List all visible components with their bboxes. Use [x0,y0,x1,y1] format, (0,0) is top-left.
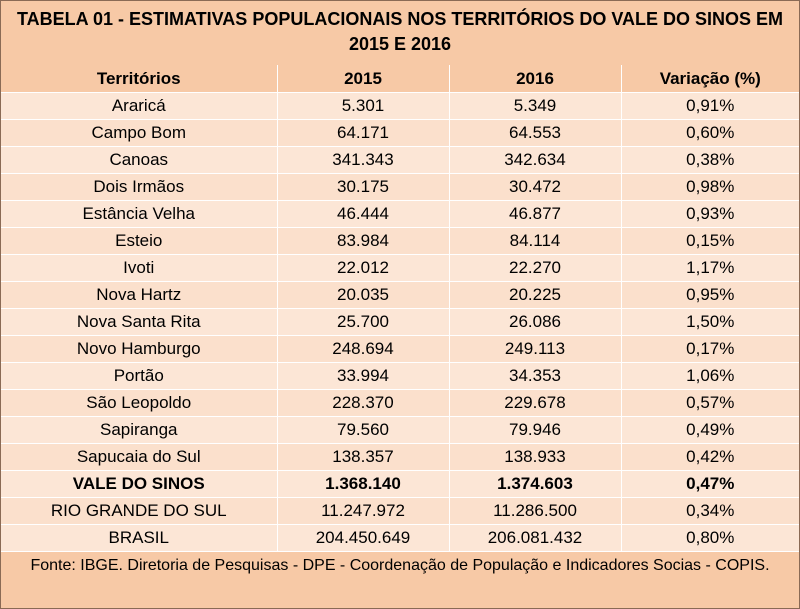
cell-territory: Araricá [1,92,278,120]
cell-territory: BRASIL [1,524,278,552]
column-header-variacao: Variação (%) [621,65,799,93]
table-row: Ivoti 22.012 22.270 1,17% [1,254,799,282]
cell-territory: Campo Bom [1,119,278,147]
cell-variation: 0,95% [621,281,799,309]
table-row: Nova Hartz 20.035 20.225 0,95% [1,281,799,309]
cell-2015: 228.370 [277,389,450,417]
cell-variation: 0,80% [621,524,799,552]
cell-2016: 138.933 [449,443,622,471]
cell-territory: Esteio [1,227,278,255]
cell-variation: 0,93% [621,200,799,228]
cell-variation: 0,38% [621,146,799,174]
cell-territory: Novo Hamburgo [1,335,278,363]
cell-2016: 26.086 [449,308,622,336]
cell-territory: Portão [1,362,278,390]
cell-territory: São Leopoldo [1,389,278,417]
cell-2015: 1.368.140 [277,470,450,498]
cell-variation: 0,49% [621,416,799,444]
cell-2015: 25.700 [277,308,450,336]
cell-2015: 64.171 [277,119,450,147]
column-header-2016: 2016 [449,65,622,93]
cell-territory: Canoas [1,146,278,174]
table-row: Campo Bom 64.171 64.553 0,60% [1,119,799,147]
cell-2016: 249.113 [449,335,622,363]
cell-2016: 34.353 [449,362,622,390]
cell-variation: 0,15% [621,227,799,255]
column-header-territorios: Territórios [1,65,278,93]
cell-2015: 46.444 [277,200,450,228]
cell-2015: 83.984 [277,227,450,255]
cell-variation: 1,17% [621,254,799,282]
cell-territory: Sapucaia do Sul [1,443,278,471]
table-row: Portão 33.994 34.353 1,06% [1,362,799,390]
table-row: Sapiranga 79.560 79.946 0,49% [1,416,799,444]
cell-2015: 11.247.972 [277,497,450,525]
table-row: Estância Velha 46.444 46.877 0,93% [1,200,799,228]
cell-2015: 20.035 [277,281,450,309]
cell-territory: Dois Irmãos [1,173,278,201]
cell-territory: Sapiranga [1,416,278,444]
cell-2016: 22.270 [449,254,622,282]
cell-2016: 20.225 [449,281,622,309]
table-row: Novo Hamburgo 248.694 249.113 0,17% [1,335,799,363]
table-row: BRASIL 204.450.649 206.081.432 0,80% [1,524,799,552]
table-row: Esteio 83.984 84.114 0,15% [1,227,799,255]
cell-variation: 0,47% [621,470,799,498]
cell-variation: 0,17% [621,335,799,363]
population-table: Territórios 2015 2016 Variação (%) Arari… [1,65,799,552]
cell-territory: VALE DO SINOS [1,470,278,498]
table-title: TABELA 01 - ESTIMATIVAS POPULACIONAIS NO… [1,1,799,65]
table-body: Araricá 5.301 5.349 0,91% Campo Bom 64.171 64.… [1,92,799,552]
source-footnote: Fonte: IBGE. Diretoria de Pesquisas - DP… [1,552,799,578]
table-header-row: Territórios 2015 2016 Variação (%) [1,65,799,93]
column-header-2015: 2015 [277,65,450,93]
cell-2015: 204.450.649 [277,524,450,552]
cell-2016: 206.081.432 [449,524,622,552]
cell-2015: 341.343 [277,146,450,174]
cell-variation: 0,91% [621,92,799,120]
table-row: Dois Irmãos 30.175 30.472 0,98% [1,173,799,201]
cell-2015: 248.694 [277,335,450,363]
cell-2016: 79.946 [449,416,622,444]
cell-2015: 22.012 [277,254,450,282]
cell-2016: 1.374.603 [449,470,622,498]
cell-variation: 1,50% [621,308,799,336]
table-row: Sapucaia do Sul 138.357 138.933 0,42% [1,443,799,471]
cell-territory: Ivoti [1,254,278,282]
cell-2016: 5.349 [449,92,622,120]
cell-2016: 11.286.500 [449,497,622,525]
table-row: São Leopoldo 228.370 229.678 0,57% [1,389,799,417]
cell-2015: 30.175 [277,173,450,201]
cell-2016: 64.553 [449,119,622,147]
table-row: RIO GRANDE DO SUL 11.247.972 11.286.500 0,3… [1,497,799,525]
cell-variation: 0,60% [621,119,799,147]
cell-2016: 229.678 [449,389,622,417]
cell-2015: 138.357 [277,443,450,471]
table-row: Araricá 5.301 5.349 0,91% [1,92,799,120]
cell-2016: 30.472 [449,173,622,201]
cell-variation: 0,34% [621,497,799,525]
cell-territory: RIO GRANDE DO SUL [1,497,278,525]
cell-territory: Nova Hartz [1,281,278,309]
cell-2015: 5.301 [277,92,450,120]
cell-variation: 0,57% [621,389,799,417]
table-row: Canoas 341.343 342.634 0,38% [1,146,799,174]
cell-variation: 1,06% [621,362,799,390]
table-row: Nova Santa Rita 25.700 26.086 1,50% [1,308,799,336]
table-row: VALE DO SINOS 1.368.140 1.374.603 0,47% [1,470,799,498]
cell-2016: 46.877 [449,200,622,228]
cell-2016: 342.634 [449,146,622,174]
cell-variation: 0,98% [621,173,799,201]
cell-2015: 33.994 [277,362,450,390]
cell-territory: Nova Santa Rita [1,308,278,336]
cell-variation: 0,42% [621,443,799,471]
cell-2016: 84.114 [449,227,622,255]
cell-territory: Estância Velha [1,200,278,228]
cell-2015: 79.560 [277,416,450,444]
